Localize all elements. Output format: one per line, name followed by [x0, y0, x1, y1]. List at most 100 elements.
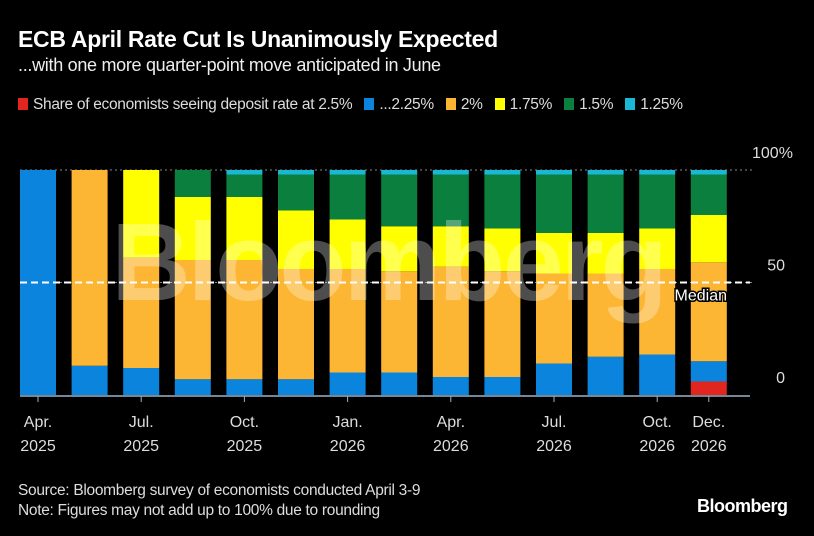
bar-segment: [690, 215, 727, 263]
bar-segment: [587, 174, 624, 233]
x-tick-label-month: Oct.: [643, 414, 672, 431]
legend-swatch: [18, 98, 28, 110]
x-tick-label-year: 2026: [639, 438, 675, 455]
bar-segment: [174, 170, 211, 197]
legend-swatch: [445, 98, 456, 110]
x-tick-label-month: Apr.: [24, 414, 52, 431]
bar-segment: [639, 354, 676, 395]
bar-segment: [123, 368, 160, 395]
bar-segment: [381, 170, 418, 175]
bar-segment: [639, 174, 676, 229]
bar-segment: [536, 170, 572, 175]
bar-segment: [432, 174, 469, 227]
legend-label: 1.5%: [579, 96, 614, 113]
bar-segment: [639, 228, 676, 269]
legend-item: 1.25%: [625, 93, 683, 117]
bar-segment: [536, 233, 572, 274]
x-tick-label-month: Jul.: [542, 414, 567, 431]
bar-segment: [690, 170, 727, 175]
y-tick-label: 50: [767, 258, 785, 275]
x-tick-label-month: Apr.: [437, 414, 465, 431]
legend-label: 1.25%: [640, 96, 683, 113]
bar-segment: [278, 210, 314, 269]
bar-segment: [484, 271, 521, 377]
bar-segment: [226, 197, 263, 260]
chart-subtitle: ...with one more quarter-point move anti…: [18, 55, 441, 75]
x-tick-label-month: Dec.: [692, 414, 725, 431]
legend-item: 2%: [445, 93, 483, 117]
x-tick-label-month: Jul.: [129, 414, 154, 431]
legend-item: ...2.25%: [364, 93, 434, 117]
bar-segment: [381, 226, 418, 272]
bloomberg-watermark: Bloomberg: [111, 201, 665, 324]
bar-segment: [329, 219, 366, 269]
bar-segment: [690, 381, 727, 395]
x-tick-label-year: 2026: [536, 438, 572, 455]
x-tick-label-month: Oct.: [230, 414, 259, 431]
bar-segment: [123, 257, 160, 368]
legend-swatch: [625, 98, 636, 110]
bar-segment: [71, 365, 108, 395]
bar-segment: [381, 372, 418, 395]
bar-segment: [536, 273, 572, 364]
bar-segment: [278, 379, 314, 395]
legend-label: 1.75%: [509, 96, 553, 113]
bar-segment: [174, 379, 211, 395]
bar-segment: [484, 377, 521, 395]
bar-segment: [536, 363, 572, 395]
bar-segment: [432, 377, 469, 395]
x-tick-label-year: 2026: [433, 438, 469, 455]
bar-segment: [381, 174, 418, 227]
bloomberg-logo: Bloomberg: [697, 496, 788, 516]
legend-label: 2%: [460, 96, 483, 113]
bar-segment: [587, 170, 624, 175]
bar-segment: [226, 260, 263, 380]
bar-segment: [278, 170, 314, 175]
bar-segment: [432, 170, 469, 175]
legend-item: Share of economists seeing deposit rate …: [18, 93, 353, 117]
legend: Share of economists seeing deposit rate …: [18, 93, 798, 117]
legend-item: 1.5%: [564, 93, 614, 117]
source-note: Source: Bloomberg survey of economists c…: [18, 482, 421, 499]
legend-swatch: [494, 98, 505, 110]
legend-label: Share of economists seeing deposit rate …: [33, 96, 353, 113]
bar-segment: [484, 174, 521, 229]
bar-segment: [484, 228, 521, 272]
y-tick-label: 0: [776, 370, 785, 387]
bar-segment: [432, 226, 469, 267]
footer: Source: Bloomberg survey of economists c…: [18, 481, 420, 521]
x-tick-label-year: 2025: [123, 438, 159, 455]
legend-label: ...2.25%: [379, 96, 434, 113]
bar-segment: [639, 170, 676, 175]
bar-segment: [226, 174, 263, 197]
footnote: Note: Figures may not add up to 100% due…: [18, 502, 380, 519]
legend-item: 1.75%: [494, 93, 553, 117]
y-tick-label: 100%: [752, 145, 793, 162]
bar-segment: [690, 262, 727, 362]
bar-segment: [329, 372, 366, 395]
bar-segment: [690, 174, 727, 215]
bar-segment: [226, 170, 263, 175]
bar-segment: [587, 273, 624, 357]
chart-title: ECB April Rate Cut Is Unanimously Expect…: [18, 26, 498, 52]
bar-segment: [174, 260, 211, 380]
bar-segment: [329, 269, 366, 373]
legend-swatch: [564, 98, 575, 110]
bar-segment: [123, 170, 160, 258]
legend-swatch: [364, 98, 375, 110]
bar-segment: [226, 379, 263, 395]
bar-segment: [587, 356, 624, 395]
bar-segment: [329, 174, 366, 220]
bar-segment: [381, 271, 418, 373]
x-tick-label-year: 2025: [227, 438, 263, 455]
bar-segment: [536, 174, 572, 233]
x-tick-label-year: 2026: [330, 438, 366, 455]
median-label: Median: [675, 288, 727, 305]
bar-segment: [587, 233, 624, 274]
bar-segment: [71, 170, 108, 366]
x-tick-label-year: 2026: [691, 438, 727, 455]
bar-segment: [278, 269, 314, 380]
bar-segment: [278, 174, 314, 211]
x-tick-label-month: Jan.: [332, 414, 362, 431]
